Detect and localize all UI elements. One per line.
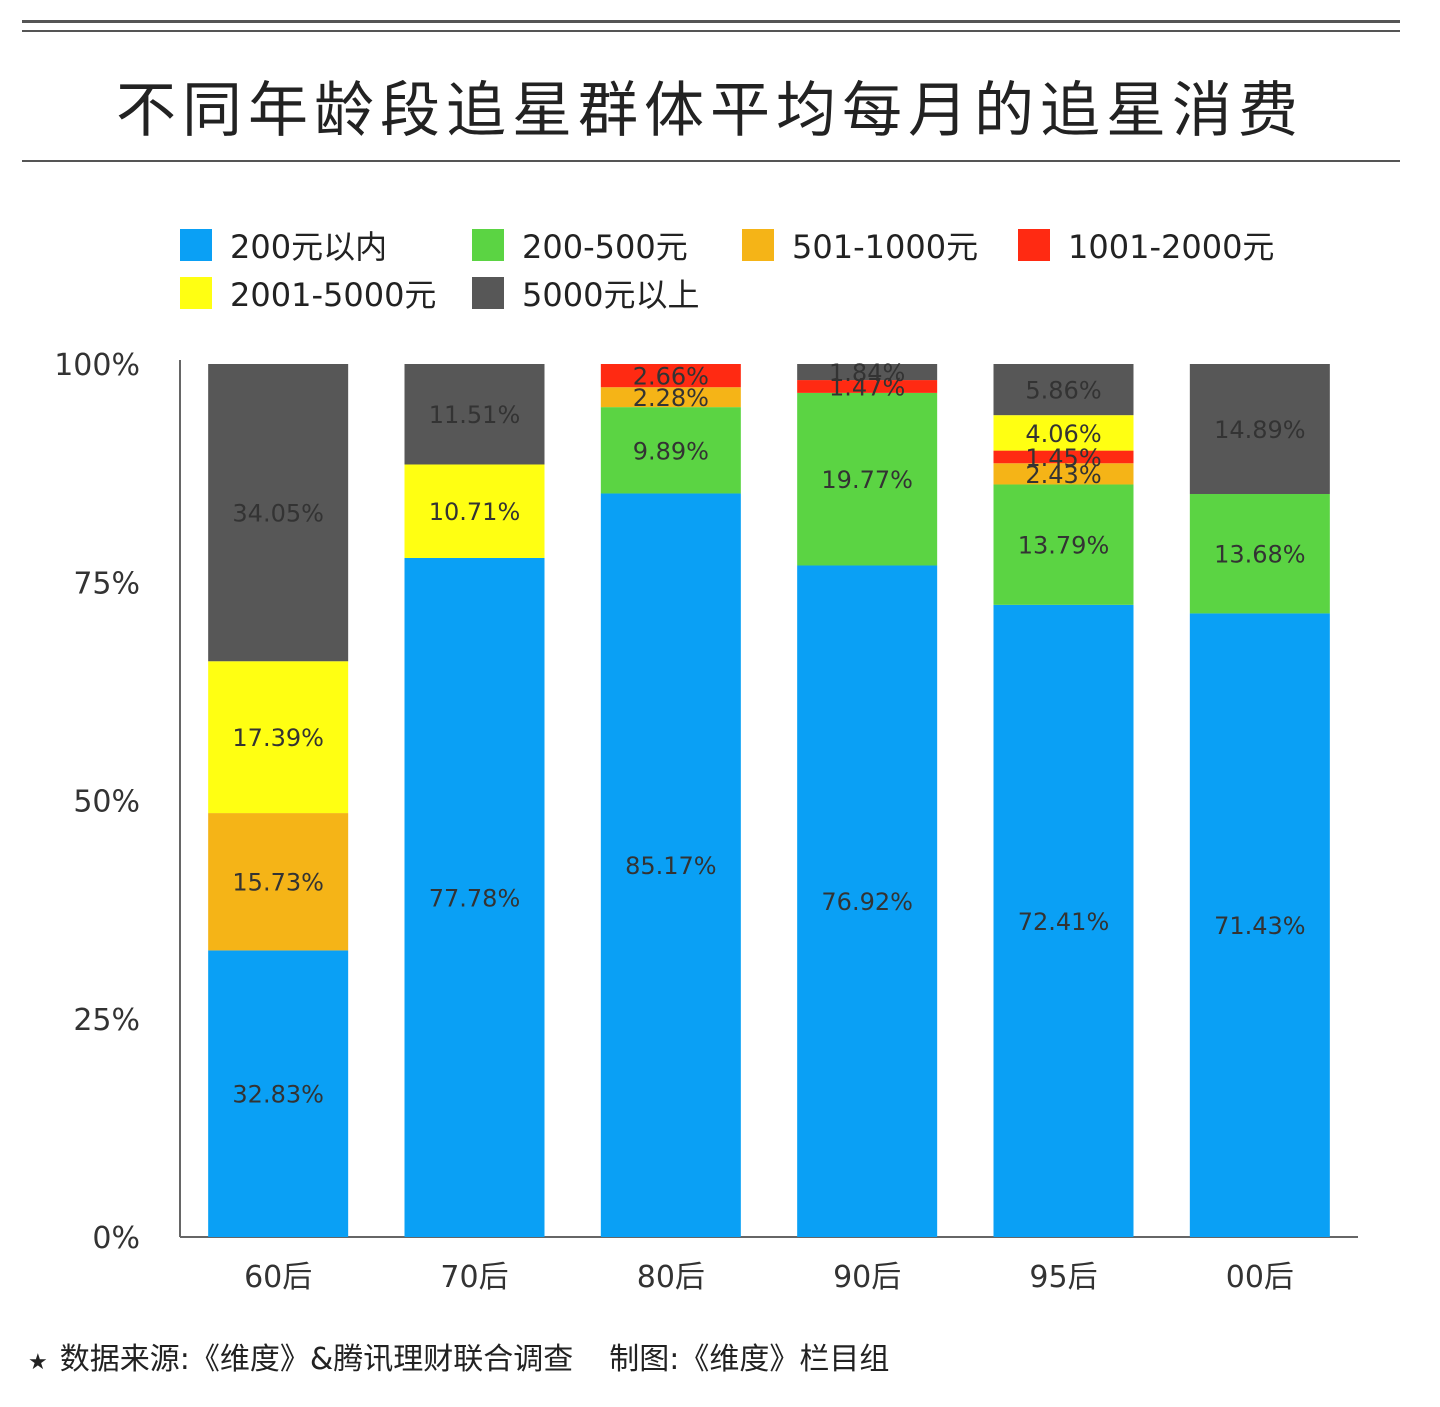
data-label: 9.89% — [633, 437, 709, 465]
x-tick-label: 95后 — [1029, 1260, 1097, 1295]
data-label: 85.17% — [625, 852, 717, 880]
data-label: 17.39% — [232, 724, 324, 752]
data-label: 76.92% — [821, 888, 913, 916]
y-tick-label: 100% — [54, 348, 140, 383]
data-label: 5.86% — [1025, 377, 1101, 405]
y-tick-label: 50% — [73, 785, 140, 820]
data-label: 1.45% — [1025, 444, 1101, 472]
data-label: 71.43% — [1214, 912, 1306, 940]
data-label: 13.68% — [1214, 541, 1306, 569]
data-label: 77.78% — [429, 884, 521, 912]
data-label: 1.84% — [829, 359, 905, 387]
y-tick-label: 0% — [92, 1221, 140, 1256]
data-label: 2.66% — [633, 363, 709, 391]
data-label: 72.41% — [1018, 908, 1110, 936]
data-label: 11.51% — [429, 401, 521, 429]
star-icon: ★ — [28, 1350, 48, 1375]
x-tick-label: 60后 — [244, 1260, 312, 1295]
data-label: 4.06% — [1025, 420, 1101, 448]
x-tick-label: 80后 — [637, 1260, 705, 1295]
stacked-bar-chart: 0% 25% 50% 75% 100% 32.83% 15.73% 17.39% 34.05% 6… — [0, 0, 1440, 1330]
x-tick-label: 70后 — [440, 1260, 508, 1295]
data-label: 10.71% — [429, 498, 521, 526]
data-label: 19.77% — [821, 466, 913, 494]
data-label: 15.73% — [232, 869, 324, 897]
source-note: ★ 数据来源:《维度》&腾讯理财联合调查 制图:《维度》栏目组 — [28, 1334, 889, 1378]
data-label: 14.89% — [1214, 416, 1306, 444]
data-source-text: 数据来源:《维度》&腾讯理财联合调查 — [60, 1342, 574, 1377]
data-label: 32.83% — [232, 1081, 324, 1109]
data-label: 13.79% — [1018, 532, 1110, 560]
y-tick-label: 75% — [73, 566, 140, 601]
data-label: 34.05% — [232, 500, 324, 528]
x-tick-label: 00后 — [1226, 1260, 1294, 1295]
y-tick-label: 25% — [73, 1003, 140, 1038]
x-tick-label: 90后 — [833, 1260, 901, 1295]
chart-maker-text: 制图:《维度》栏目组 — [609, 1342, 889, 1377]
